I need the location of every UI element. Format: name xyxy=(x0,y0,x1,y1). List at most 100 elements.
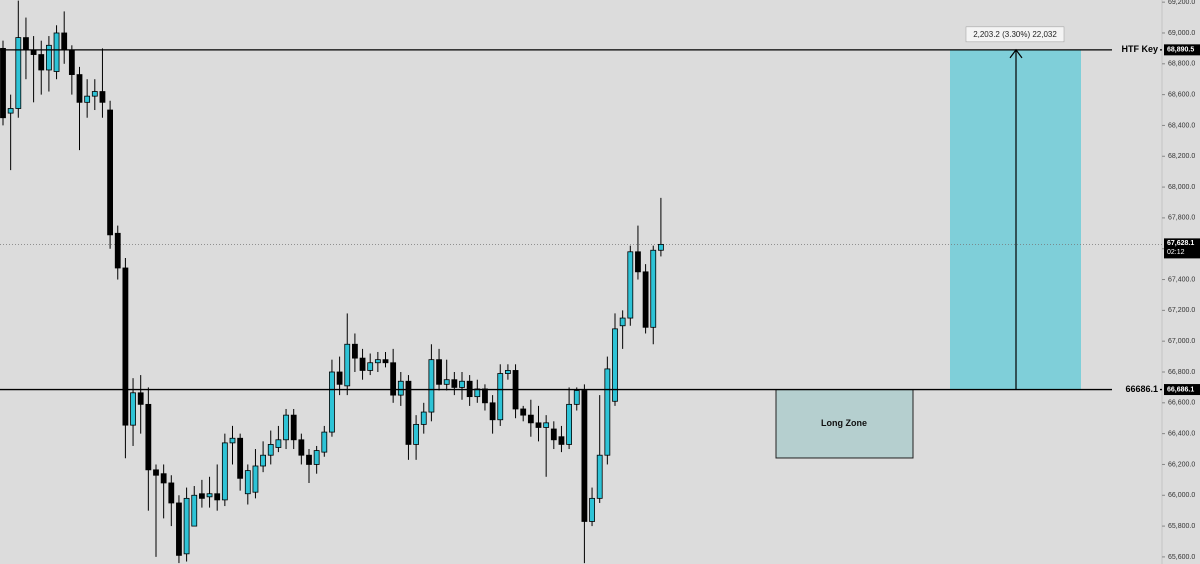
candle-body xyxy=(214,493,221,501)
y-tick-label: 65,600.0 xyxy=(1168,554,1195,561)
y-tick-label: 68,200.0 xyxy=(1168,153,1195,160)
candle-body xyxy=(76,74,83,103)
level-label: 66686.1 xyxy=(1125,384,1158,394)
y-tick-label: 67,000.0 xyxy=(1168,338,1195,345)
candle-body xyxy=(405,380,412,445)
candle-body xyxy=(390,362,397,396)
current-badge-label: 67,628.1 xyxy=(1167,240,1194,247)
candle-body xyxy=(0,47,6,119)
candle-body xyxy=(520,408,527,416)
candle-body xyxy=(566,403,572,445)
candle-body xyxy=(482,388,488,404)
candle-body xyxy=(122,267,129,426)
candle-body xyxy=(397,380,404,396)
candle-body xyxy=(367,362,374,371)
candle-body xyxy=(313,450,320,465)
candle-body xyxy=(221,442,228,501)
candle-body xyxy=(527,414,534,424)
level-label-bg xyxy=(1112,43,1160,56)
y-tick-label: 66,600.0 xyxy=(1168,400,1195,407)
candle-body xyxy=(168,482,175,504)
candle-body xyxy=(137,392,144,405)
candle-body xyxy=(642,271,649,328)
candle-body xyxy=(298,439,305,456)
candle-body xyxy=(15,37,22,109)
candle-body xyxy=(7,108,14,114)
candle-body xyxy=(589,497,595,522)
y-tick-label: 68,800.0 xyxy=(1168,61,1195,68)
long-zone-label: Long Zone xyxy=(821,418,867,428)
candle-body xyxy=(596,454,603,499)
y-tick-label: 68,400.0 xyxy=(1168,122,1195,129)
candle-body xyxy=(504,370,511,374)
candle-body xyxy=(290,414,297,441)
candle-body xyxy=(38,54,45,71)
level-label-bg xyxy=(1112,383,1160,396)
candle-body xyxy=(413,423,420,445)
candle-body xyxy=(451,379,458,388)
candle-body xyxy=(359,357,366,371)
candle-body xyxy=(374,359,381,364)
candle-body xyxy=(260,454,267,467)
candle-body xyxy=(573,390,580,405)
candle-body xyxy=(23,37,29,51)
price-badge xyxy=(1164,384,1200,396)
candle-body xyxy=(420,411,427,425)
candle-body xyxy=(428,359,435,413)
candle-body xyxy=(68,49,75,75)
candle-body xyxy=(306,454,312,465)
candle-body xyxy=(329,371,335,433)
price-badge-label: 66,686.1 xyxy=(1167,386,1194,393)
candle-body xyxy=(130,392,136,426)
y-tick-label: 65,800.0 xyxy=(1168,523,1195,530)
candle-body xyxy=(489,402,496,421)
candle-body xyxy=(114,232,121,269)
candle-body xyxy=(635,251,641,273)
candle-body xyxy=(229,437,236,444)
level-label: HTF Key xyxy=(1121,44,1158,54)
candle-body xyxy=(160,473,167,484)
candle-body xyxy=(61,32,68,51)
candle-body xyxy=(612,328,618,402)
candle-body xyxy=(176,502,182,556)
candle-body xyxy=(344,343,351,387)
candle-body xyxy=(619,317,626,327)
candle-body xyxy=(321,431,328,453)
candle-body xyxy=(30,49,37,55)
price-badge xyxy=(1164,44,1200,56)
long-zone xyxy=(775,389,914,459)
candle-body xyxy=(351,343,358,359)
candle-body xyxy=(436,359,442,385)
candle-body xyxy=(53,32,60,72)
current-badge xyxy=(1164,238,1200,259)
candle-body xyxy=(443,379,450,385)
countdown-label: 02:12 xyxy=(1167,249,1185,256)
y-tick-label: 69,000.0 xyxy=(1168,30,1195,37)
candle-body xyxy=(658,243,664,251)
candle-body xyxy=(198,493,205,499)
candle-body xyxy=(91,91,98,97)
y-tick-label: 66,200.0 xyxy=(1168,461,1195,468)
candle-body xyxy=(237,437,244,479)
candle-body xyxy=(627,251,634,319)
y-tick-label: 67,200.0 xyxy=(1168,307,1195,314)
candle-body xyxy=(459,380,465,388)
candle-body xyxy=(543,422,550,428)
y-tick-label: 68,000.0 xyxy=(1168,184,1195,191)
price-badge-label: 68,890.5 xyxy=(1167,47,1194,54)
candle-body xyxy=(145,403,152,471)
y-tick-label: 67,400.0 xyxy=(1168,276,1195,283)
y-tick-label: 66,800.0 xyxy=(1168,369,1195,376)
measure-label: 2,203.2 (3.30%) 22,032 xyxy=(973,30,1057,39)
candle-body xyxy=(107,109,113,236)
candle-body xyxy=(191,494,198,527)
y-tick-label: 66,000.0 xyxy=(1168,492,1195,499)
candle-body xyxy=(46,44,52,71)
candle-body xyxy=(581,390,588,522)
candle-body xyxy=(267,444,274,456)
candle-body xyxy=(535,422,542,428)
candle-body xyxy=(336,371,343,385)
candle-body xyxy=(99,91,106,103)
